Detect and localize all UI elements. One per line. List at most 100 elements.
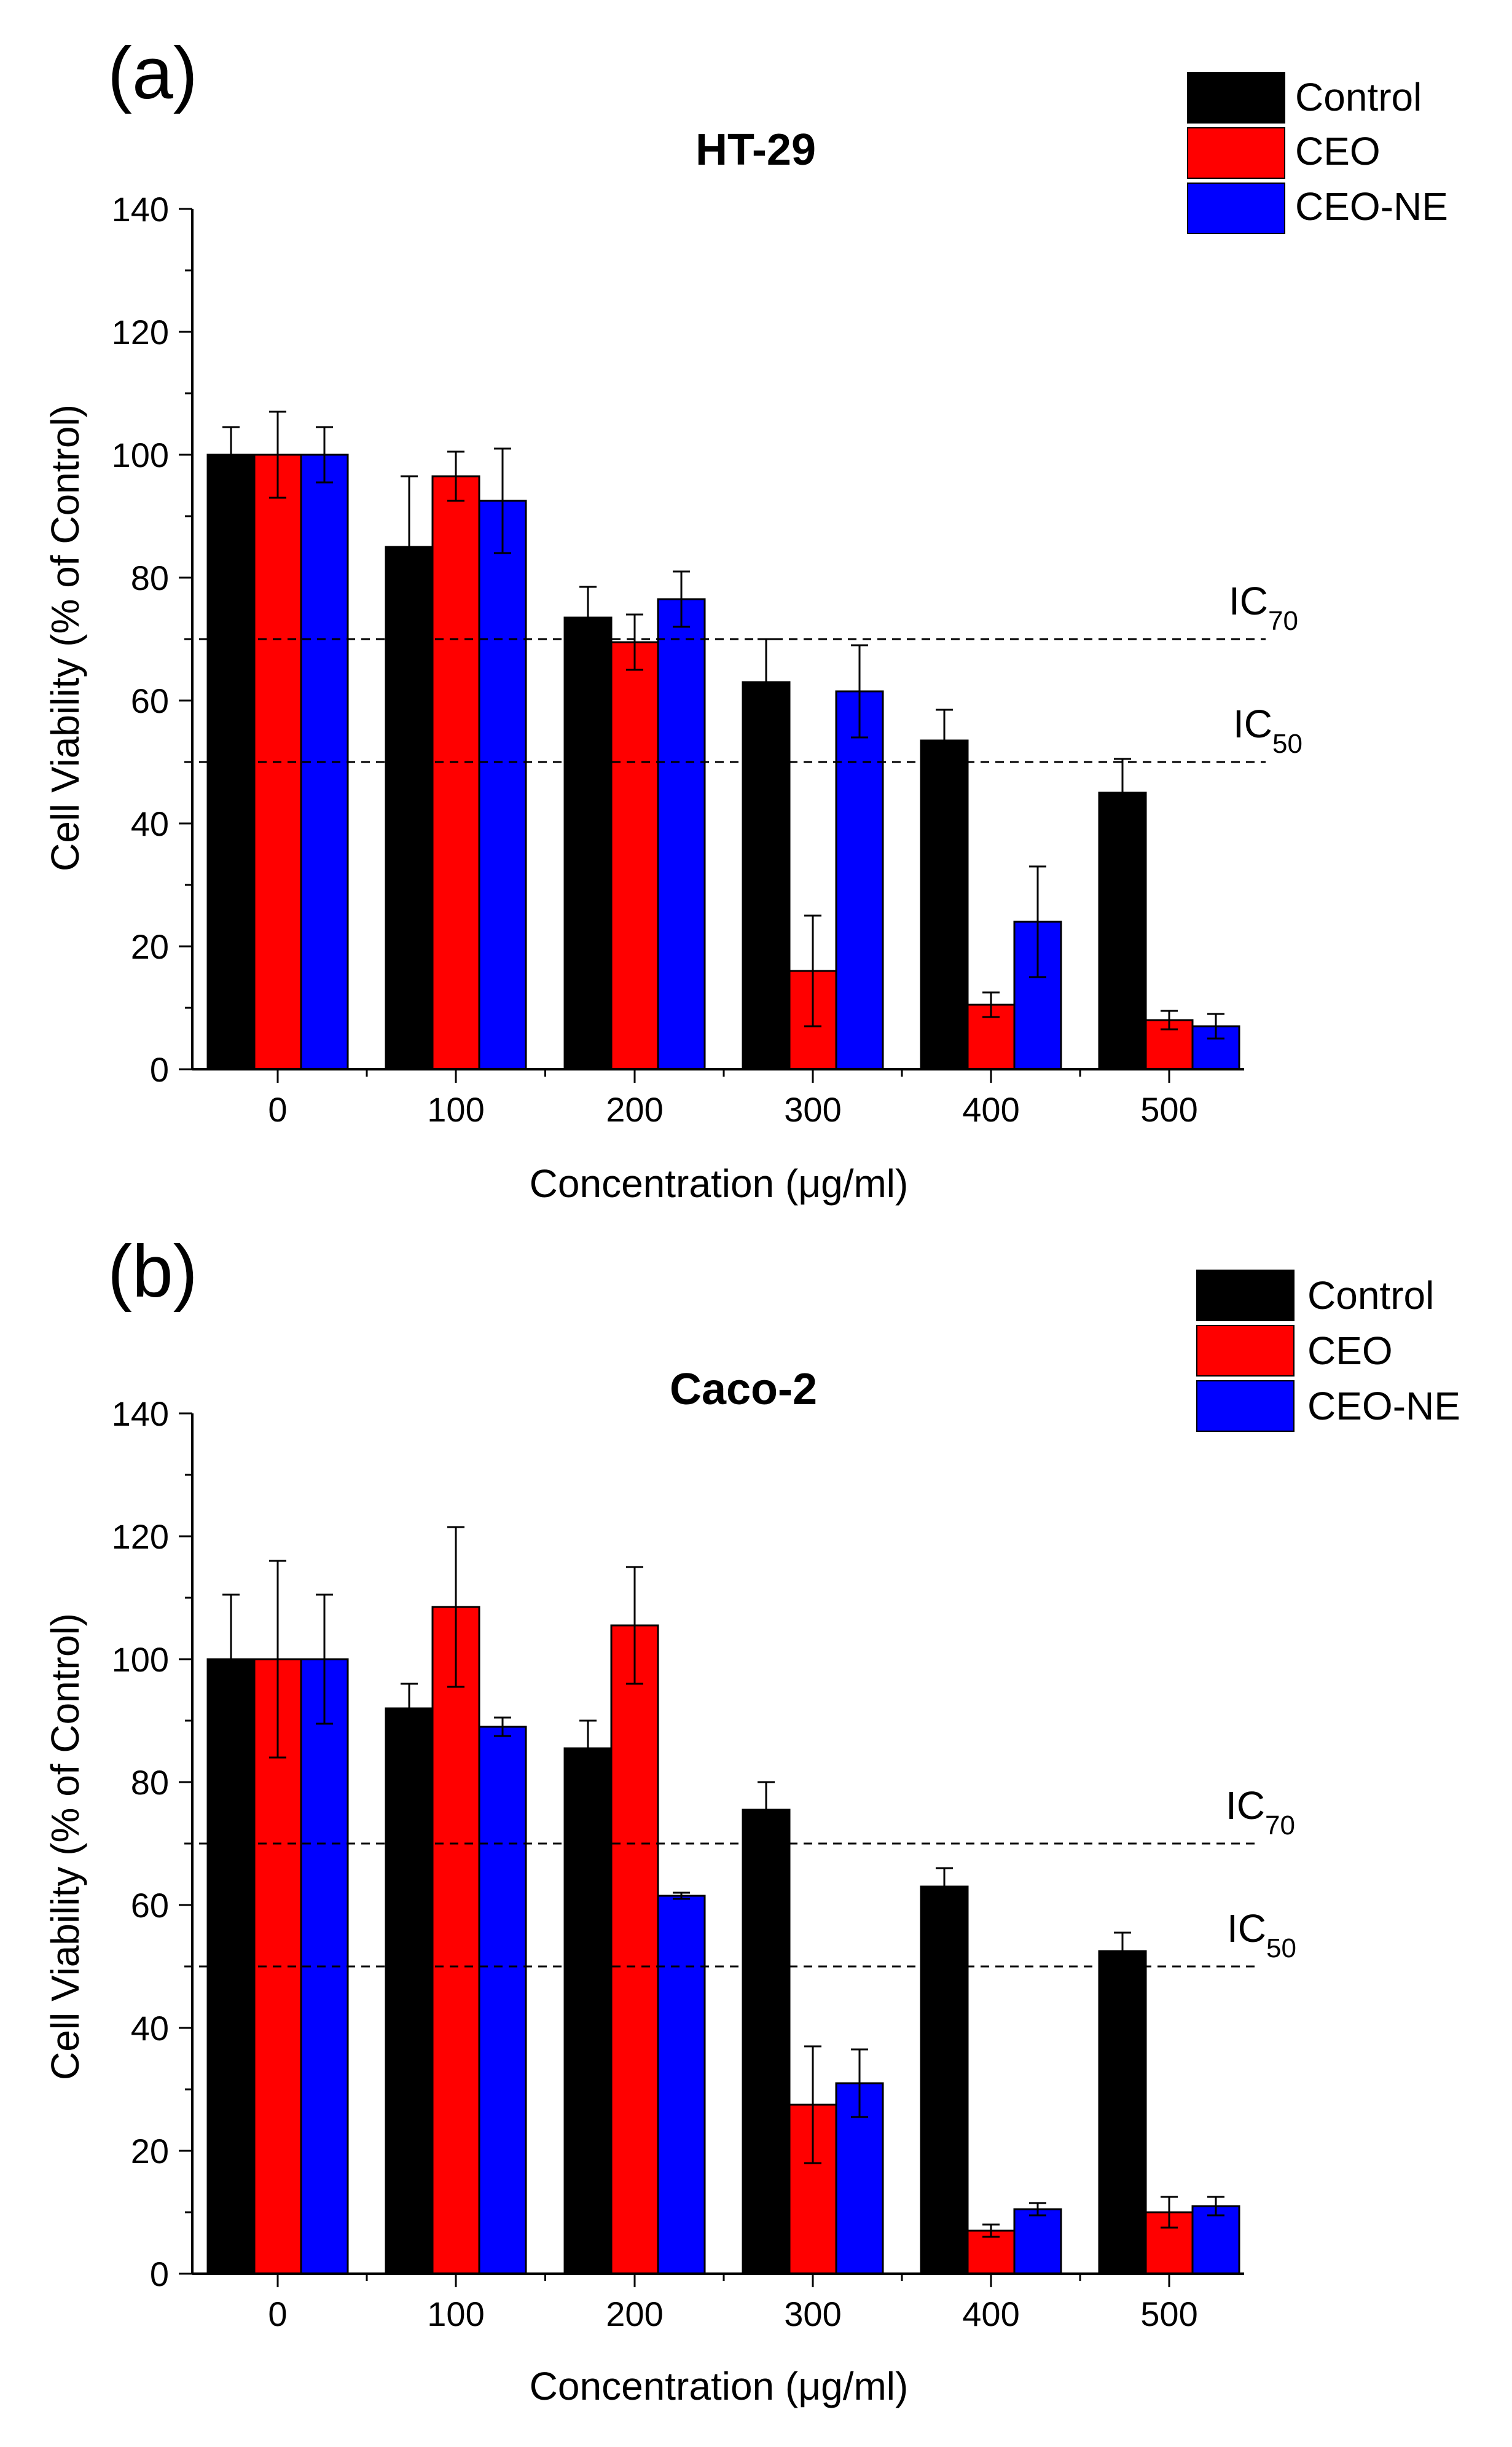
panel-a: (a) HT-29 Control CEO CEO-NE 0 20 40 60 80 10… [43,32,1448,1206]
error-bar-control-100 [401,1683,418,1734]
legend-label-control: Control [1307,1273,1434,1318]
legend-swatch-control [1196,1270,1295,1321]
y-tick-label: 20 [131,927,169,966]
error-bar-ceo-ne-400 [1029,2202,1046,2217]
reference-line-labels: IC70 IC50 [1226,1783,1296,1963]
bar-ceo-ne-100 [478,500,527,1070]
x-tick-label: 500 [1140,2295,1197,2333]
error-bar-control-300 [758,1781,775,1839]
bar-control-500 [1098,791,1147,1070]
y-tick-label: 40 [131,804,169,843]
legend-label-ceo: CEO [1295,129,1381,173]
x-tick-label: 0 [268,2295,287,2333]
ic50-label-main: IC [1227,1906,1266,1950]
y-tick-label: 140 [112,190,169,229]
bar-ceo-ne-400 [1013,2208,1062,2275]
x-tick-label: 400 [962,2295,1019,2333]
plot-area: 0 20 40 60 80 100 120 140 0 100 200 300 400 500 [112,1394,1259,2333]
ic70-label: IC70 [1226,1783,1295,1840]
error-bar-ceo-300 [804,914,821,1027]
legend: Control CEO CEO-NE [1187,72,1448,234]
ic50-label-sub: 50 [1266,1933,1296,1963]
y-tick-label: 20 [131,2132,169,2170]
chart-title: HT-29 [695,125,816,175]
error-bar-control-500 [1114,1931,1131,1971]
error-bar-ceo-ne-200 [673,570,690,628]
ic50-label-sub: 50 [1272,729,1302,759]
error-bar-ceo-400 [982,991,1000,1018]
error-bar-control-0 [222,426,240,484]
error-bar-ceo-ne-200 [673,1891,690,1900]
ic70-label-sub: 70 [1268,606,1298,636]
error-bar-ceo-500 [1161,2196,1178,2229]
error-bar-ceo-ne-500 [1207,2196,1224,2217]
error-bar-ceo-300 [804,2045,821,2164]
y-tick-label: 80 [131,559,169,597]
bar-control-100 [385,546,434,1070]
y-tick-label: 120 [112,1517,169,1556]
error-bar-control-0 [222,1593,240,1725]
bar-ceo-100 [431,475,480,1070]
error-bar-ceo-ne-300 [851,2048,868,2118]
y-tick-label: 80 [131,1763,169,1802]
bar-ceo-200 [610,1624,659,2275]
x-axis-label: Concentration (μg/ml) [530,1161,909,1206]
error-bar-control-200 [579,1719,597,1777]
error-bar-ceo-ne-100 [494,1716,511,1737]
y-tick-label: 60 [131,1886,169,1925]
y-tick-label: 120 [112,313,169,352]
bar-ceo-100 [431,1606,480,2275]
error-bar-ceo-400 [982,2223,1000,2238]
x-tick-label: 200 [606,1090,663,1129]
bar-ceo-ne-300 [835,690,884,1070]
y-tick-label: 100 [112,1640,169,1679]
legend-swatch-ceo-ne [1187,183,1285,234]
y-tick-label: 40 [131,2009,169,2048]
bar-ceo-200 [610,641,659,1070]
error-bar-ceo-0 [269,1560,286,1759]
bar-control-400 [920,1885,969,2275]
ic70-label: IC70 [1229,579,1298,636]
error-bar-control-100 [401,475,418,619]
bar-ceo-400 [966,2229,1016,2275]
chart-title: Caco-2 [670,1365,817,1414]
ic50-label: IC50 [1227,1906,1296,1963]
error-bar-control-200 [579,586,597,650]
ic70-label-main: IC [1226,1783,1265,1828]
x-tick-label: 300 [784,1090,841,1129]
legend-label-ceo-ne: CEO-NE [1307,1384,1460,1428]
legend-label-control: Control [1295,75,1422,119]
error-bar-ceo-ne-100 [494,447,511,554]
x-tick-label: 200 [606,2295,663,2333]
bar-control-500 [1098,1950,1147,2275]
error-bar-ceo-200 [626,1566,643,1685]
x-tick-label: 500 [1140,1090,1197,1129]
y-tick-label: 140 [112,1394,169,1433]
error-bar-ceo-ne-500 [1207,1013,1224,1040]
bar-ceo-ne-200 [657,1895,706,2275]
error-bar-ceo-500 [1161,1010,1178,1031]
plot-area: 0 20 40 60 80 100 120 140 0 100 200 300 400 500 [112,190,1266,1129]
reference-line-labels: IC70 IC50 [1229,579,1302,759]
legend-swatch-ceo-ne [1196,1380,1295,1432]
x-axis-label: Concentration (μg/ml) [530,2364,909,2408]
bar-control-200 [563,616,613,1070]
legend-swatch-ceo [1196,1325,1295,1377]
bar-control-300 [742,1809,791,2275]
bar-ceo-ne-200 [657,598,706,1070]
bar-ceo-ne-500 [1191,2205,1240,2275]
panel-b: (b) Caco-2 Control CEO CEO-NE 0 20 40 60 80 1… [43,1230,1460,2408]
error-bar-control-400 [936,1867,953,1906]
bar-control-300 [742,681,791,1070]
error-bar-ceo-ne-0 [316,426,333,484]
ic70-label-sub: 70 [1265,1810,1295,1840]
error-bar-control-500 [1114,758,1131,828]
x-tick-label: 100 [427,2295,484,2333]
error-bar-ceo-ne-0 [316,1593,333,1725]
error-bar-ceo-ne-300 [851,644,868,739]
error-bar-ceo-100 [447,450,464,502]
y-axis-label: Cell Viability (% of Control) [43,404,87,871]
x-tick-label: 300 [784,2295,841,2333]
y-tick-label: 0 [150,2255,169,2293]
panel-label: (b) [108,1230,198,1313]
